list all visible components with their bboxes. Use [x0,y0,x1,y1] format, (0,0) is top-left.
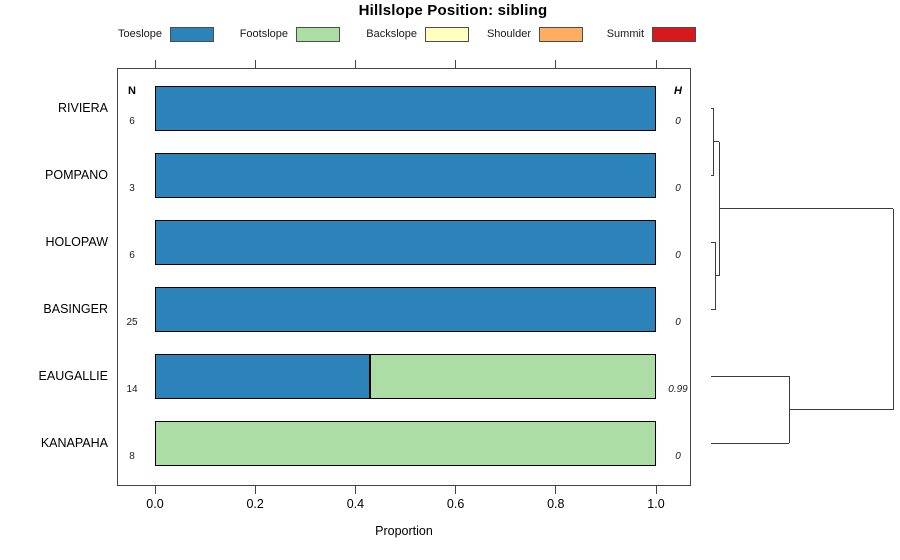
x-axis-tick-label: 0.0 [146,497,164,511]
dendrogram-line [711,375,790,377]
dendrogram-line [711,241,716,243]
dendrogram-line [711,174,714,176]
category-label-holopaw: HOLOPAW [45,235,108,249]
bar-segment-footslope [370,354,656,399]
bar-segment-toeslope [155,354,371,399]
bar-segment-toeslope [155,86,656,131]
x-axis-bottom-tick [254,486,256,494]
legend-label-toeslope: Toeslope [117,28,162,40]
x-axis-tick-label: 0.2 [246,497,264,511]
x-axis-top-tick [555,60,557,68]
legend-label-shoulder: Shoulder [486,28,531,40]
x-axis-title: Proportion [375,524,433,538]
legend-label-footslope: Footslope [239,28,288,40]
x-axis-bottom-tick [655,486,657,494]
category-label-riviera: RIVIERA [57,101,108,115]
x-axis-top-tick [655,60,657,68]
dendrogram-line [719,208,893,209]
x-axis-top-tick [154,60,156,68]
h-value-basinger: 0 [675,317,681,328]
dendrogram-line [711,442,790,444]
plot-area-border [117,68,691,486]
dendrogram-line [711,107,714,109]
legend-swatch-shoulder [539,27,583,42]
legend-label-backslope: Backslope [366,28,417,40]
dendrogram-line [711,308,716,310]
x-axis-tick-label: 0.8 [547,497,565,511]
x-axis-tick-label: 0.6 [446,497,465,511]
dendrogram-line [713,141,719,142]
n-value-holopaw: 6 [129,250,135,261]
n-column-header: N [128,85,136,97]
n-value-pompano: 3 [129,183,135,194]
x-axis-top-tick [254,60,256,68]
n-value-basinger: 25 [126,317,138,328]
legend-swatch-backslope [425,27,469,42]
x-axis-bottom-tick [354,486,356,494]
x-axis-top-tick [354,60,356,68]
h-value-pompano: 0 [675,183,681,194]
x-axis-bottom-tick [455,486,457,494]
legend-label-summit: Summit [606,28,644,40]
dendrogram-line [715,275,719,276]
h-value-riviera: 0 [675,116,681,127]
x-axis-bottom-tick [555,486,557,494]
h-value-eaugallie: 0.99 [668,384,688,395]
legend-swatch-toeslope [170,27,214,42]
legend-swatch-summit [652,27,696,42]
h-value-holopaw: 0 [675,250,681,261]
n-value-riviera: 6 [129,116,135,127]
x-axis-top-tick [455,60,457,68]
category-label-pompano: POMPANO [45,168,108,182]
category-label-eaugallie: EAUGALLIE [38,369,108,383]
h-value-kanapaha: 0 [675,451,681,462]
category-label-basinger: BASINGER [43,302,108,316]
n-value-kanapaha: 8 [129,451,135,462]
dendrogram-line [892,208,894,410]
x-axis-bottom-tick [154,486,156,494]
dendrogram-line [789,409,893,410]
bar-segment-footslope [155,421,656,466]
bar-segment-toeslope [155,153,656,198]
x-axis-tick-label: 0.4 [346,497,365,511]
chart-title: Hillslope Position: sibling [358,2,548,19]
bar-segment-toeslope [155,287,656,332]
legend-swatch-footslope [296,27,340,42]
n-value-eaugallie: 14 [126,384,138,395]
category-label-kanapaha: KANAPAHA [40,436,108,450]
h-column-header: H [674,85,682,97]
bar-segment-toeslope [155,220,656,265]
x-axis-tick-label: 1.0 [647,497,665,511]
